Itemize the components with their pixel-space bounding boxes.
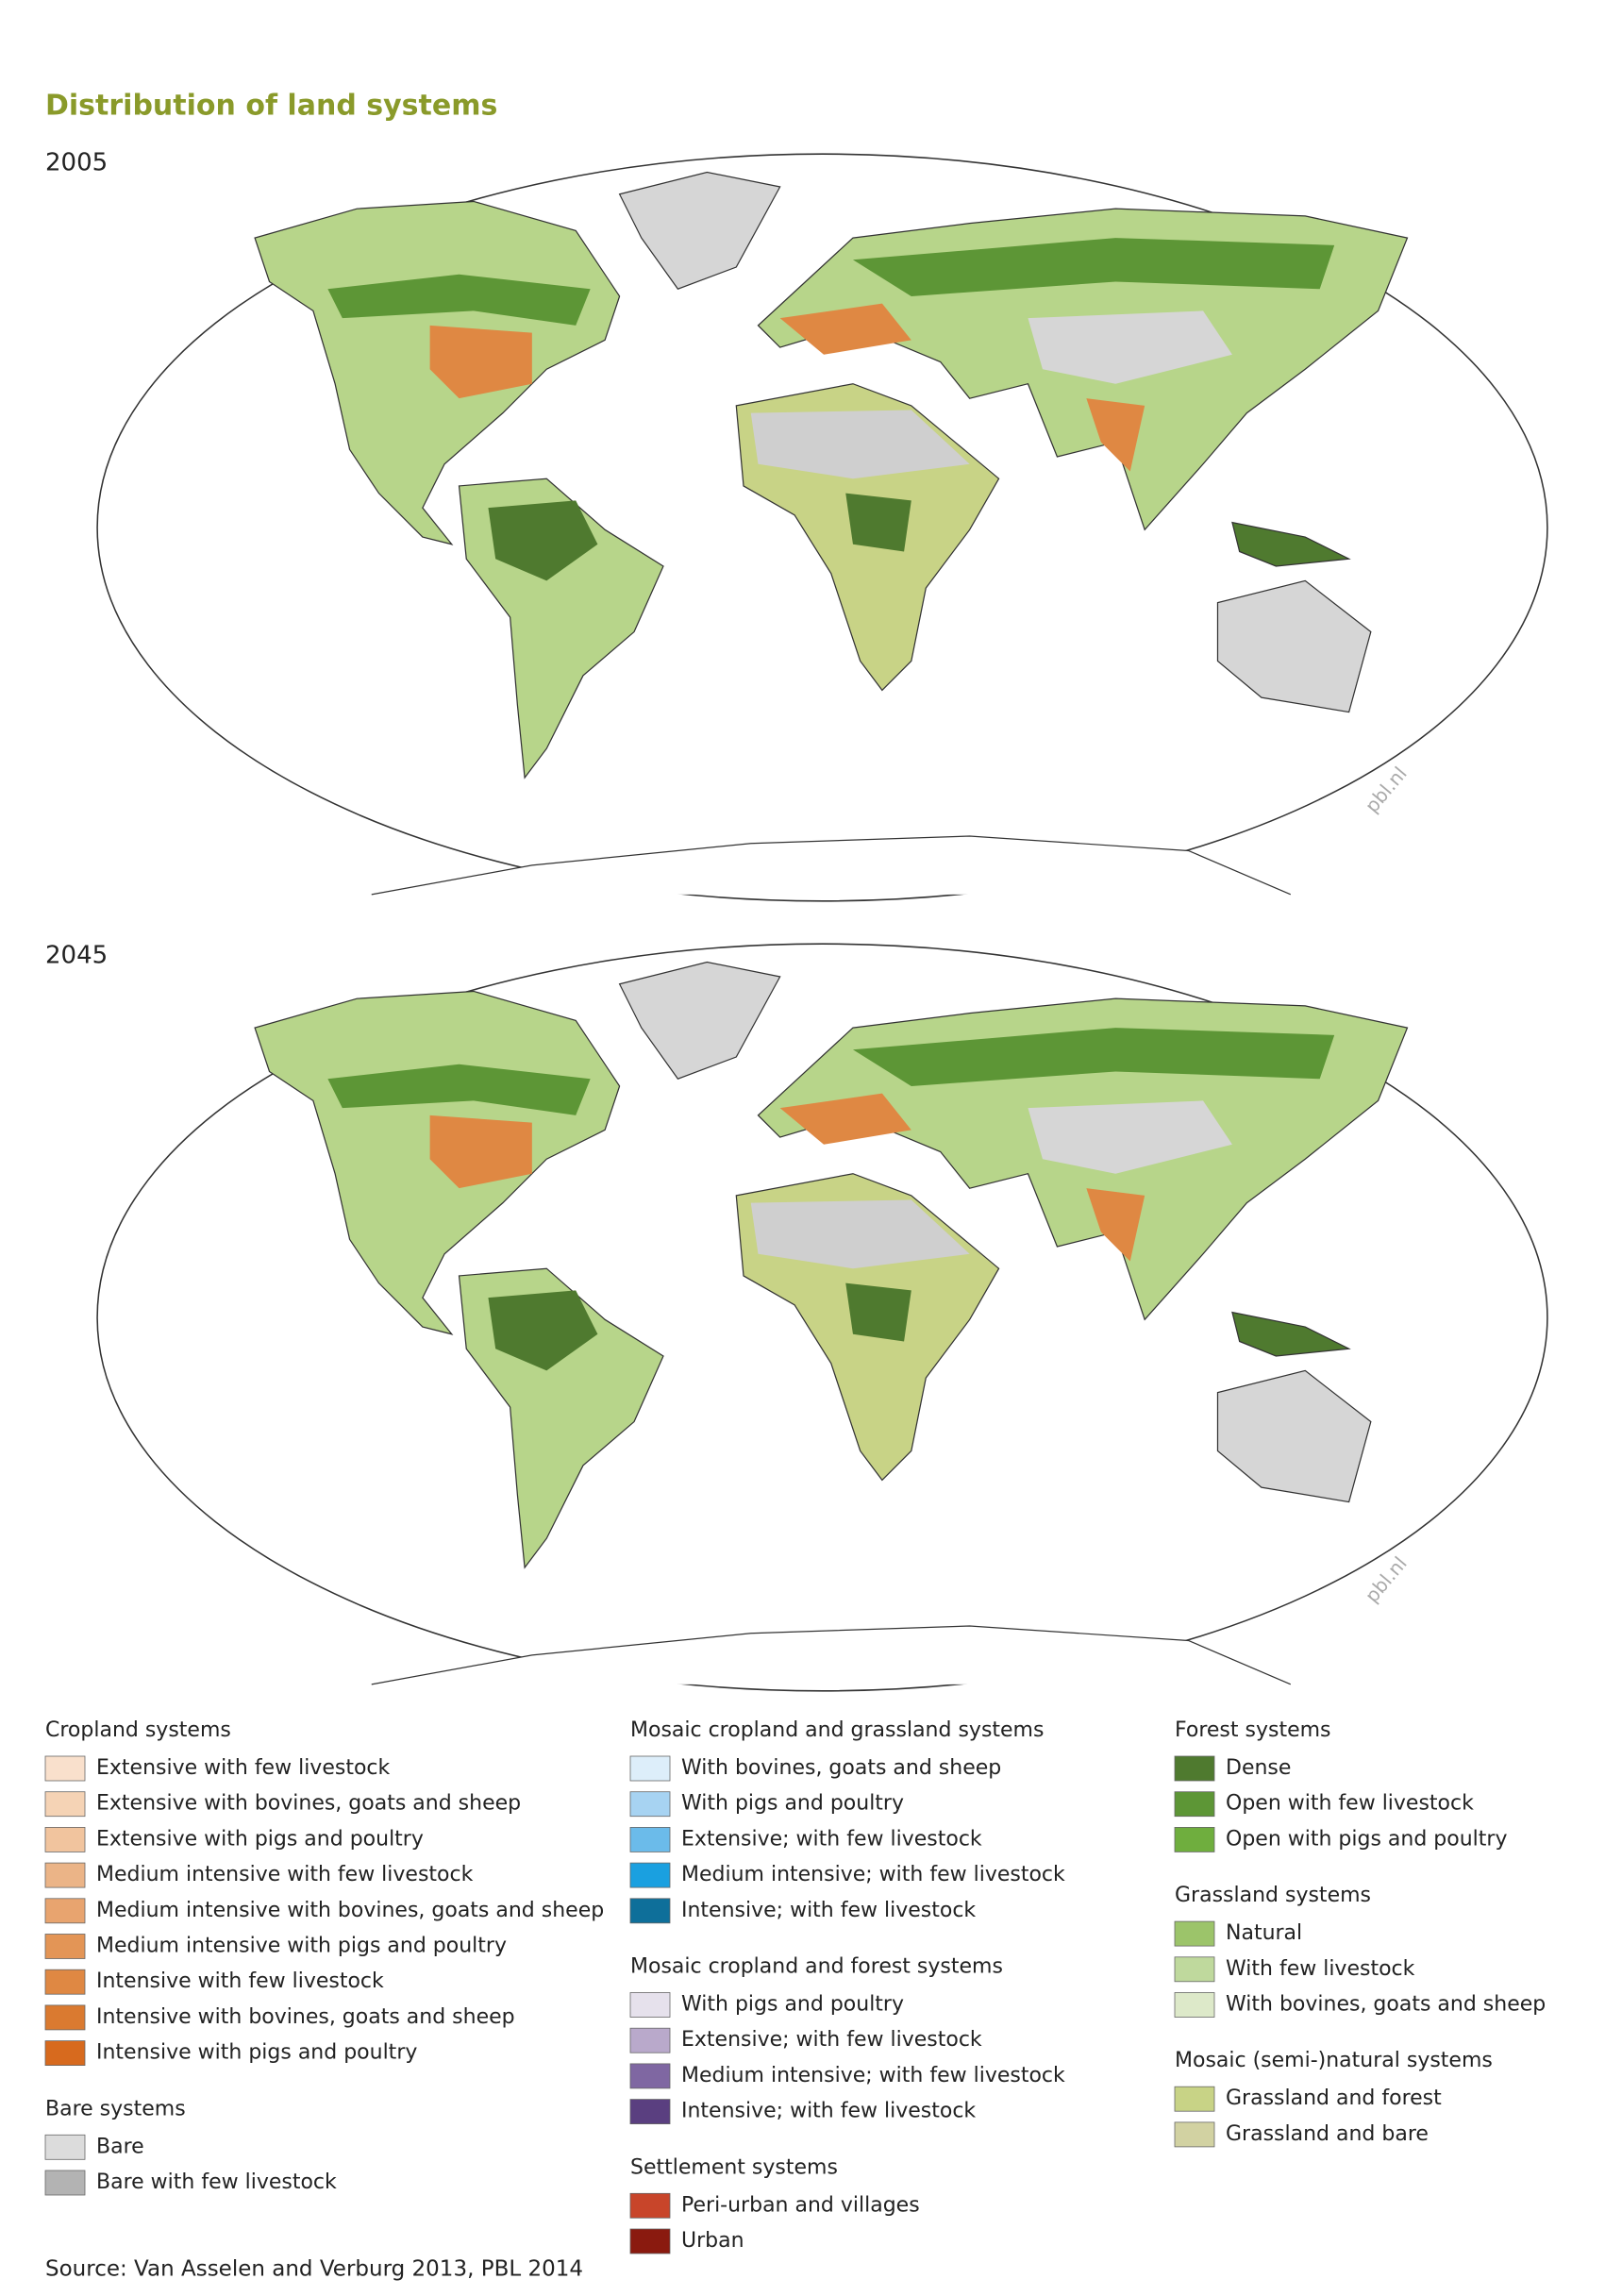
map-year: 2005 [45,149,108,177]
legend-swatch [44,1934,86,1959]
legend-swatch [629,2099,671,2125]
legend-label: Open with pigs and poultry [1226,1827,1507,1851]
legend-swatch [1174,1791,1215,1818]
legend-label: Intensive; with few livestock [681,1899,976,1922]
legend-label: With pigs and poultry [681,1993,904,2017]
legend-label: Medium intensive; with few livestock [681,2064,1065,2087]
legend-label: Medium intensive with pigs and poultry [96,1935,507,1958]
legend-label: Intensive; with few livestock [681,2100,976,2123]
legend-swatch [629,1827,671,1852]
legend-label: Peri-urban and villages [681,2193,920,2217]
legend-label: Medium intensive with few livestock [96,1863,474,1886]
legend-swatch [629,1898,671,1924]
legend-label: Extensive; with few livestock [681,1827,982,1851]
legend-swatch [44,2004,86,2031]
legend-label: With bovines, goats and sheep [1226,1993,1546,2017]
legend-label: Extensive; with few livestock [681,2028,982,2052]
legend-group-title: Cropland systems [45,1718,231,1742]
legend-swatch [44,1755,86,1782]
legend-swatch [629,2027,671,2053]
map-year: 2045 [45,942,108,970]
legend-label: Bare with few livestock [96,2170,337,2194]
legend-label: Grassland and bare [1226,2122,1429,2146]
legend-label: Bare [96,2135,144,2158]
legend-swatch [1174,1956,1215,1983]
legend-label: Dense [1226,1756,1291,1780]
legend-label: Intensive with few livestock [96,1969,384,1993]
legend-swatch [629,1755,671,1782]
legend-swatch [1174,1755,1215,1782]
legend-label: Intensive with pigs and poultry [96,2041,417,2065]
legend-swatch [1174,1827,1215,1852]
legend-swatch [629,1791,671,1818]
legend-label: With bovines, goats and sheep [681,1756,1001,1780]
legend-swatch [1174,2086,1215,2112]
legend-swatch [1174,1920,1215,1947]
legend-group-title: Settlement systems [630,2155,838,2179]
legend-group-title: Grassland systems [1175,1884,1371,1907]
legend-label: Natural [1226,1921,1302,1945]
world-map [96,943,1548,1692]
legend-label: Intensive with bovines, goats and sheep [96,2005,515,2029]
legend-group-title: Bare systems [45,2097,186,2120]
legend-swatch [44,1969,86,1995]
legend: Cropland systems Extensive with few lives… [44,1718,1546,2254]
legend-label: Open with few livestock [1226,1792,1474,1816]
legend-group-title: Mosaic (semi-)natural systems [1175,2049,1493,2072]
legend-label: Medium intensive with bovines, goats and… [96,1899,604,1922]
legend-group-title: Mosaic cropland and grassland systems [630,1718,1044,1742]
title: Distribution of land systems [45,90,497,123]
legend-swatch [629,2228,671,2254]
legend-swatch [44,2040,86,2067]
legend-swatch [629,2063,671,2089]
legend-group-title: Mosaic cropland and forest systems [630,1955,1003,1979]
world-map [96,153,1548,902]
legend-swatch [44,1898,86,1924]
legend-swatch [44,2134,86,2160]
legend-label: Medium intensive; with few livestock [681,1863,1065,1886]
legend-label: Extensive with few livestock [96,1756,391,1780]
legend-swatch [629,1992,671,2018]
source: Source: Van Asselen and Verburg 2013, PB… [45,2257,583,2282]
legend-swatch [44,1827,86,1852]
legend-label: Urban [681,2229,744,2253]
legend-label: Extensive with bovines, goats and sheep [96,1792,521,1816]
legend-label: Grassland and forest [1226,2087,1442,2110]
legend-swatch [1174,2121,1215,2148]
legend-group-title: Forest systems [1175,1718,1331,1742]
legend-swatch [44,1791,86,1818]
legend-swatch [629,2192,671,2219]
legend-label: With pigs and poultry [681,1792,904,1816]
legend-swatch [44,1862,86,1888]
legend-label: Extensive with pigs and poultry [96,1827,424,1851]
legend-label: With few livestock [1226,1957,1415,1981]
legend-swatch [44,2170,86,2196]
legend-swatch [1174,1992,1215,2018]
legend-swatch [629,1862,671,1888]
